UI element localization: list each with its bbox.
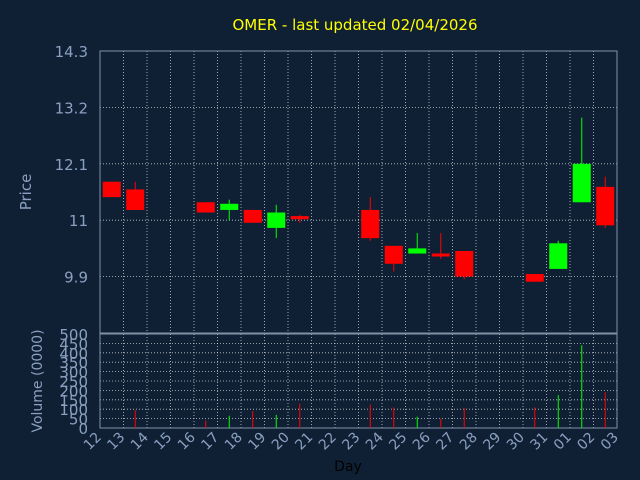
day-tick-label: 31 [527,430,551,454]
day-tick-label: 17 [198,430,222,454]
candle-body [455,250,474,277]
volume-axis-label: Volume (0000) [30,329,46,432]
volume-tick-label: 50 [69,411,88,429]
price-tick-label: 9.9 [64,269,88,287]
day-tick-label: 03 [598,430,622,454]
price-axis-label: Price [17,174,35,211]
day-tick-label: 29 [480,430,504,454]
candle-body [243,209,262,223]
candlesticks [102,117,615,282]
day-tick-label: 15 [151,430,175,454]
candle-body [408,248,427,254]
day-tick-label: 18 [222,430,246,454]
price-tick-label: 11 [69,212,88,230]
candle-body [384,245,403,264]
day-tick-label: 19 [245,430,269,454]
day-tick-label: 16 [175,429,199,453]
day-tick-label: 24 [363,429,387,453]
day-tick-label: 13 [104,430,128,454]
price-tick-label: 14.3 [55,43,88,61]
price-tick-label: 13.2 [55,99,88,117]
volume-tick-label: 150 [59,392,88,410]
candle-body [525,274,544,282]
volume-plot-frame [99,333,618,429]
candle-body [290,216,309,220]
volume-tick-label: 400 [59,345,88,363]
day-tick-label: 21 [292,430,316,454]
volume-tick-label: 450 [59,335,88,353]
volume-frame-rect [99,333,618,429]
day-tick-label: 26 [410,429,434,453]
volume-tick-label: 500 [59,326,88,344]
x-axis-label: Day [334,459,362,475]
candle-body [572,163,591,203]
day-tick-label: 14 [128,429,152,453]
day-tick-label: 27 [433,430,457,454]
candle-body [267,212,286,228]
price-frame-rect [99,50,618,334]
volume-tick-label: 300 [59,364,88,382]
price-y-ticks: 14.3 13.2 12.1 11 9.9 [55,43,88,287]
day-tick-label: 01 [551,430,575,454]
price-plot-frame [99,50,618,334]
candle-body [549,243,568,269]
volume-tick-label: 0 [78,420,88,438]
volume-tick-label: 350 [59,354,88,372]
candle-body [102,181,121,198]
day-tick-label: 30 [504,430,528,454]
volume-bars [134,345,606,428]
volume-tick-label: 100 [59,401,88,419]
chart-title: OMER - last updated 02/04/2026 [232,16,477,34]
day-x-ticks: 12 13 14 15 16 17 18 19 20 21 22 23 24 25 26 27 28 29 30 31… [81,429,622,453]
day-tick-label: 28 [457,430,481,454]
volume-grid [99,333,618,429]
candle-body [220,203,239,210]
price-grid [99,50,618,333]
candle-body [126,189,145,210]
day-tick-label: 20 [269,430,293,454]
candle-body [596,186,615,226]
volume-tick-label: 250 [59,373,88,391]
volume-tick-label: 200 [59,382,88,400]
candle-body [431,253,450,257]
candle-body [361,209,380,239]
candle-body [196,202,215,213]
day-tick-label: 25 [386,430,410,454]
price-tick-label: 12.1 [55,156,88,174]
day-tick-label: 02 [574,430,598,454]
day-tick-label: 22 [316,430,340,454]
day-tick-label: 23 [339,430,363,454]
